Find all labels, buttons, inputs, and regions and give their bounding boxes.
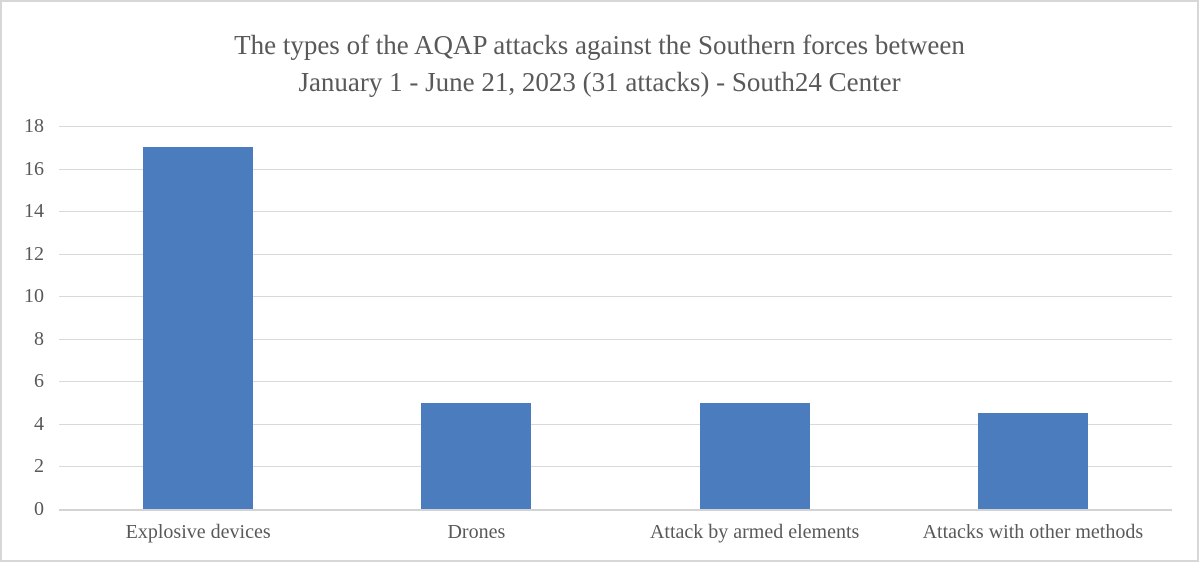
x-tick-label: Explosive devices	[125, 521, 271, 543]
x-tick-label: Attacks with other methods	[922, 521, 1144, 543]
gridline	[59, 296, 1172, 298]
gridline	[59, 466, 1172, 468]
gridline	[59, 168, 1172, 170]
chart-title: The types of the AQAP attacks against th…	[2, 27, 1197, 101]
plot-area: 0 2 4 6 8 10 12 14 16 18 Explosive devices Drones At…	[24, 116, 1172, 543]
y-tick-label: 16	[24, 157, 44, 180]
gridline	[59, 381, 1172, 383]
gridline	[59, 338, 1172, 340]
bar-attack-by-armed-elements	[699, 402, 810, 509]
gridline	[59, 253, 1172, 255]
y-tick-label: 6	[34, 370, 44, 393]
y-tick-label: 18	[24, 115, 44, 137]
x-axis-line	[59, 509, 1172, 511]
y-tick-label: 0	[34, 498, 44, 520]
bar-explosive-devices	[143, 147, 254, 509]
y-tick-label: 12	[24, 242, 44, 265]
y-tick-label: 2	[34, 455, 44, 478]
gridline	[59, 126, 1172, 127]
gridline	[59, 423, 1172, 425]
gridline	[59, 211, 1172, 213]
bar-drones	[421, 402, 532, 509]
bar-attacks-with-other-methods	[977, 413, 1088, 509]
y-tick-label: 14	[24, 200, 44, 223]
y-tick-label: 10	[24, 285, 44, 308]
chart-title-line-2: January 1 - June 21, 2023 (31 attacks) -…	[298, 67, 901, 97]
y-tick-label: 4	[34, 412, 44, 435]
y-tick-label: 8	[34, 327, 44, 350]
x-tick-label: Attack by armed elements	[649, 521, 860, 543]
x-tick-label: Drones	[447, 521, 506, 543]
chart-title-line-1: The types of the AQAP attacks against th…	[234, 30, 965, 60]
